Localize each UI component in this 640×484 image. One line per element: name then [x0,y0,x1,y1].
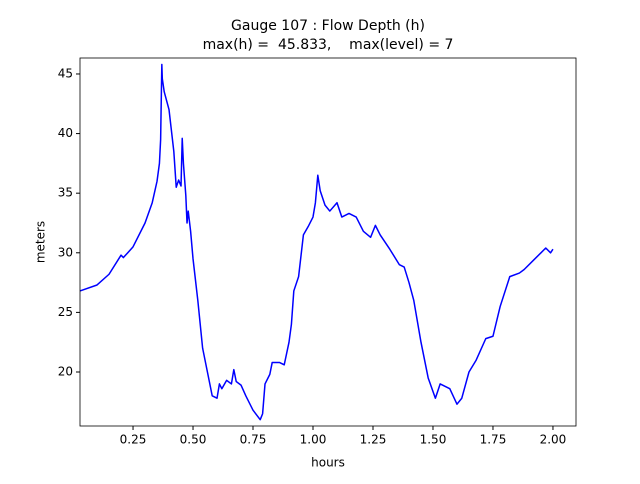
x-tick-label: 0.50 [180,433,207,447]
line [79,63,554,421]
y-tick-label: 20 [58,364,73,378]
x-tick-label: 2.00 [540,433,567,447]
x-tick-label: 1.50 [420,433,447,447]
x-tick-label: 0.25 [120,433,147,447]
y-axis-label: meters [34,221,48,263]
x-tick-label: 1.00 [300,433,327,447]
x-tick-label: 0.75 [240,433,267,447]
y-tick-label: 40 [58,126,73,140]
plot-frame [79,57,577,427]
x-tick-label: 1.25 [360,433,387,447]
y-tick-label: 35 [58,186,73,200]
y-tick-label: 25 [58,305,73,319]
chart-title: Gauge 107 : Flow Depth (h) [231,18,425,34]
x-axis-label: hours [311,456,345,470]
y-tick-label: 30 [58,245,73,259]
chart-subtitle: max(h) = 45.833, max(level) = 7 [203,37,454,53]
x-tick-label: 1.75 [480,433,507,447]
y-tick-label: 45 [58,66,73,80]
